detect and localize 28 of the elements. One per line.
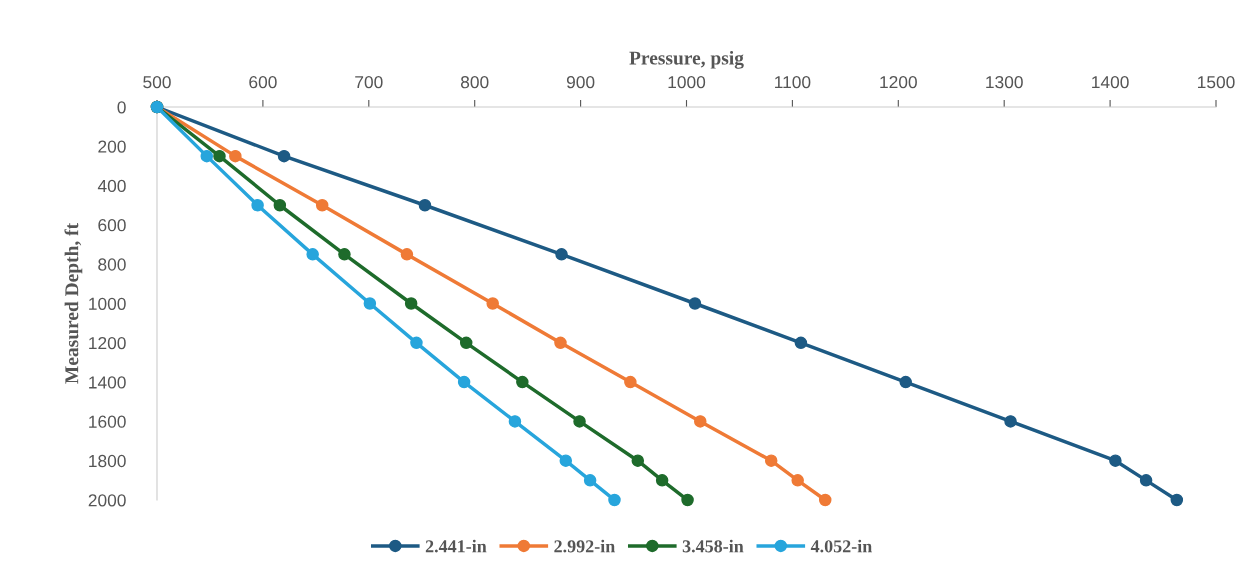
- x-tick-label: 1100: [775, 76, 811, 89]
- x-tick-label: 1400: [1092, 76, 1129, 89]
- legend-label: 4.052-in: [810, 539, 873, 553]
- y-tick-label: 600: [98, 219, 126, 232]
- x-tick-label: 1200: [880, 76, 917, 89]
- legend-label: 2.441-in: [425, 539, 487, 553]
- x-tick-label: 1300: [986, 76, 1023, 89]
- y-tick-label: 800: [98, 258, 126, 271]
- legend-label: 3.458-in: [682, 539, 744, 553]
- legend-label: 2.992-in: [554, 539, 616, 553]
- y-tick-label: 1000: [89, 297, 126, 310]
- y-tick-label: 1800: [89, 454, 126, 468]
- x-tick-label: 900: [566, 76, 595, 89]
- x-tick-label: 600: [249, 76, 277, 89]
- y-tick-label: 2000: [88, 494, 126, 507]
- y-tick-label: 1200: [89, 336, 126, 350]
- x-tick-label: 500: [143, 76, 171, 89]
- y-axis-title: Measured Depth, ft: [64, 223, 83, 384]
- x-tick-label: 800: [460, 76, 489, 89]
- y-tick-label: 1600: [89, 415, 126, 428]
- y-tick-label: 200: [98, 140, 126, 153]
- x-tick-label: 700: [355, 76, 383, 89]
- x-axis-title: Pressure, psig: [629, 50, 744, 69]
- y-tick-label: 1400: [89, 376, 126, 389]
- x-tick-label: 1000: [668, 76, 706, 89]
- y-tick-label: 0: [117, 101, 126, 114]
- x-tick-label: 1500: [1198, 76, 1235, 89]
- y-tick-label: 400: [97, 179, 126, 193]
